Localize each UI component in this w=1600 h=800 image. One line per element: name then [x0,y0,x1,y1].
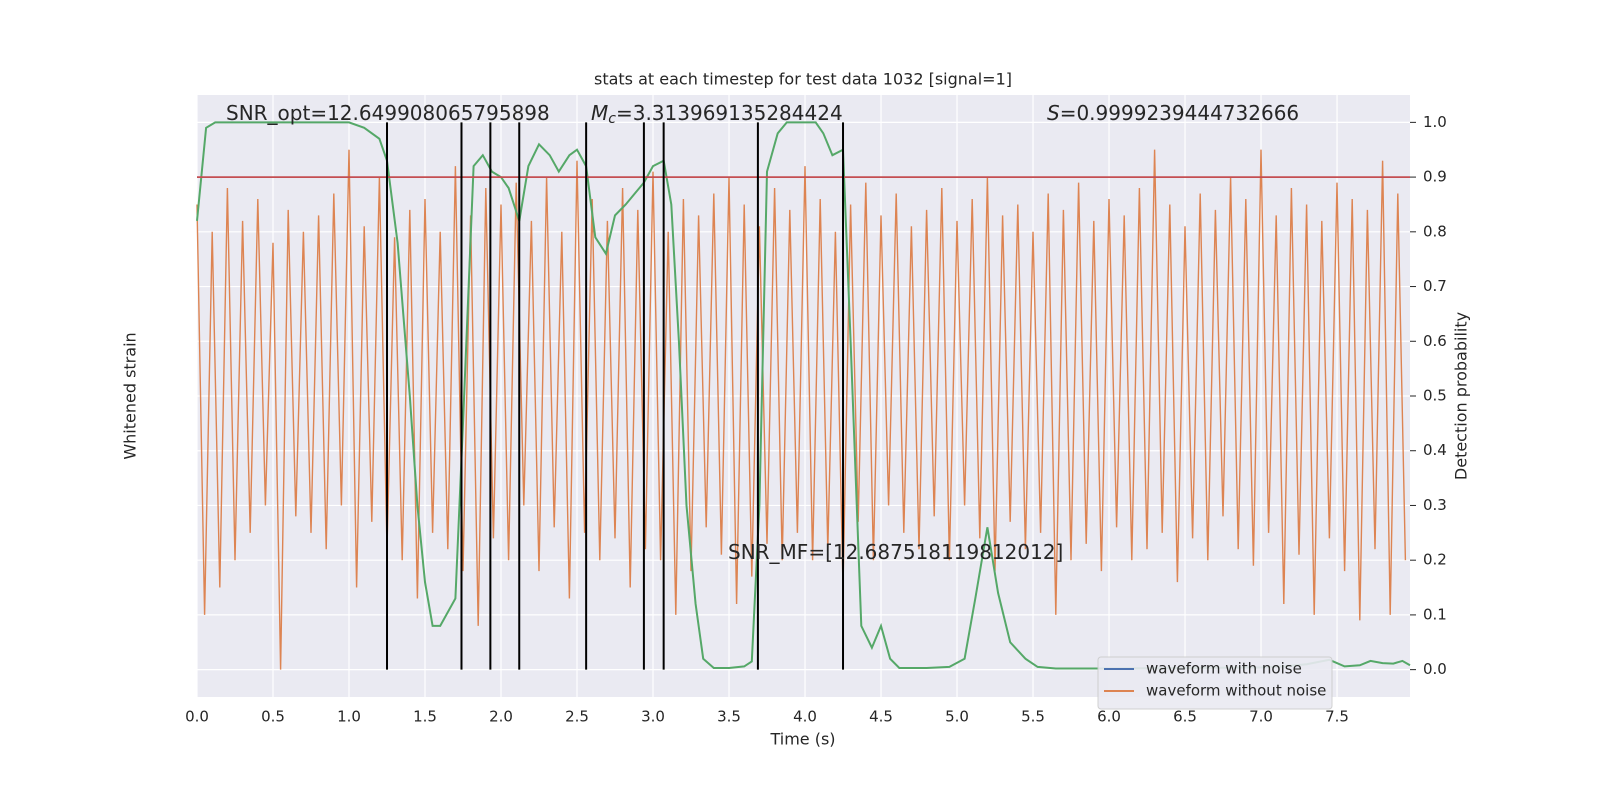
chart-title: stats at each timestep for test data 103… [594,70,1012,89]
y2-tick-label: 0.7 [1423,277,1447,295]
x-tick-label: 3.0 [641,708,665,726]
annotation-part: =0.9999239444732666 [1060,101,1299,125]
x-tick-label: 1.0 [337,708,361,726]
y2-tick-label: 1.0 [1423,113,1447,131]
x-tick-label: 2.5 [565,708,589,726]
series-line [196,121,1411,670]
x-tick-label: 1.5 [413,708,437,726]
series-line [196,149,1407,670]
y2-tick-label: 0.3 [1423,496,1447,514]
annotation: Mc=3.313969135284424 [591,101,843,128]
x-tick-label: 0.5 [261,708,285,726]
y2-tick-label: 0.1 [1423,605,1447,623]
y2-tick-label: 0.6 [1423,332,1447,350]
x-tick-label: 4.0 [793,708,817,726]
y2-tick-label: 0.2 [1423,551,1447,569]
x-tick-label: 0.0 [185,708,209,726]
x-tick-label: 5.0 [945,708,969,726]
y2-tick-label: 0.5 [1423,387,1447,405]
x-tick-label: 4.5 [869,708,893,726]
x-tick-label: 3.5 [717,708,741,726]
y2-tick-label: 0.4 [1423,441,1447,459]
y2-tick-label: 0.9 [1423,168,1447,186]
annotation-part: S [1047,101,1060,125]
y2-tick-label: 0.0 [1423,660,1447,678]
x-axis-label: Time (s) [769,730,835,749]
legend-label: waveform with noise [1146,660,1302,678]
x-tick-label: 6.5 [1173,708,1197,726]
x-tick-label: 7.5 [1325,708,1349,726]
annotation-part: c [608,111,616,127]
x-tick-label: 7.0 [1249,708,1273,726]
x-tick-label: 2.0 [489,708,513,726]
legend-label: waveform without noise [1146,682,1326,700]
annotation-part: =3.313969135284424 [616,101,843,125]
x-tick-label: 6.0 [1097,708,1121,726]
annotation-part: SNR_opt=12.649908065795898 [226,101,550,125]
x-tick-label: 5.5 [1021,708,1045,726]
y-axis-label: Whitened strain [121,332,140,459]
y2-tick-label: 0.8 [1423,222,1447,240]
annotation: SNR_MF=[12.687518119812012] [728,540,1063,564]
annotation: S=0.9999239444732666 [1047,101,1299,125]
annotation-part: SNR_MF=[12.687518119812012] [728,540,1063,564]
annotation: SNR_opt=12.649908065795898 [226,101,550,125]
legend-box [1097,656,1333,710]
annotation-part: M [591,101,608,125]
y2-axis-label: Detection probability [1452,312,1471,480]
